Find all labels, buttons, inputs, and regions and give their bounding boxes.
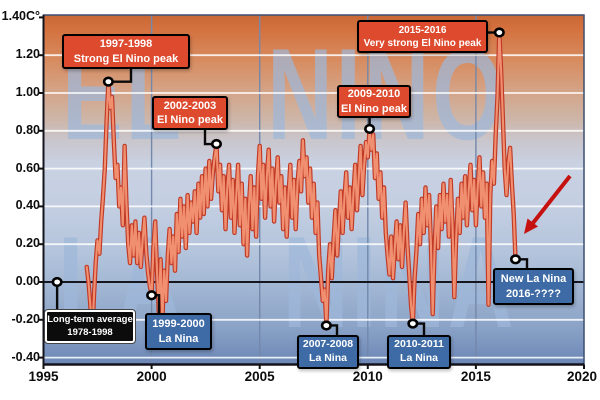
callout-elnino-1516: 2015-2016 Very strong El Nino peak [357, 20, 488, 53]
x-tick-label: 2000 [136, 369, 167, 384]
la-nina-arrow-icon [531, 174, 572, 225]
data-point-marker [210, 138, 222, 150]
x-tick-label: 2005 [244, 369, 275, 384]
y-tick-label: 0.20 [15, 236, 40, 251]
callout-line-1: 2002-2003 [163, 99, 217, 112]
y-tick-label: 0.40 [15, 198, 40, 213]
x-tick-label: 1995 [28, 369, 59, 384]
callout-elnino-9798: 1997-1998 Strong El Nino peak [62, 34, 190, 69]
y-tick-label: 0.60 [15, 160, 40, 175]
callout-line-1: 2009-2010 [347, 88, 401, 101]
y-tick-label: 0.80 [15, 122, 40, 137]
data-point-marker [51, 276, 63, 288]
callout-line-2: Strong El Nino peak [73, 52, 179, 65]
data-point-marker [146, 290, 158, 301]
callout-line-2: 2016-???? [505, 287, 561, 300]
x-tick-label: 2010 [352, 369, 383, 384]
callout-connector [108, 69, 133, 83]
y-tick-label: 0.00 [15, 274, 40, 288]
y-tick-label: 1.00 [15, 85, 40, 99]
y-tick-label: 1.20 [15, 47, 40, 62]
x-tick-label: 2020 [566, 369, 598, 384]
callout-line-2: La Nina [309, 352, 347, 364]
callout-elnino-0203: 2002-2003 El Nino peak [152, 96, 228, 130]
la-nina-arrowhead-icon [524, 218, 538, 234]
callout-lanina-9900: 1999-2000 La Nina [145, 313, 212, 350]
callout-line-1: New La Nina [500, 273, 567, 286]
callout-line-1: Long-term average [47, 314, 133, 326]
callout-line-1: 1999-2000 [152, 318, 205, 331]
callout-lanina-1011: 2010-2011 La Nina [387, 335, 451, 369]
callout-lanina-new: New La Nina 2016-???? [493, 268, 574, 305]
callout-line-2: El Nino peak [156, 114, 224, 126]
data-point-marker [510, 254, 522, 265]
data-point-marker [102, 76, 114, 87]
x-tick-label: 2015 [460, 369, 491, 384]
callout-line-2: Very strong El Nino peak [363, 37, 482, 49]
y-tick-label: -0.20 [11, 311, 41, 326]
callout-line-1: 2010-2011 [394, 338, 444, 351]
callout-elnino-0910: 2009-2010 El Nino peak [337, 85, 411, 118]
callout-line-2: La Nina [400, 352, 438, 364]
callout-line-2: El Nino peak [340, 102, 408, 115]
callout-lanina-0708: 2007-2008 La Nina [297, 335, 359, 369]
y-tick-label: -0.40 [11, 349, 41, 364]
data-point-marker [493, 27, 505, 38]
callout-avg-baseline: Long-term average 1978-1998 [45, 310, 135, 343]
y-tick-label: 1.40C° [1, 9, 40, 24]
callout-line-1: 1997-1998 [99, 38, 153, 51]
data-point-marker [320, 320, 332, 331]
callout-line-2: 1978-1998 [67, 326, 113, 338]
callout-line-1: 2007-2008 [302, 338, 354, 351]
callout-line-2: La Nina [158, 332, 199, 345]
data-point-marker [364, 123, 376, 135]
data-point-marker [407, 318, 419, 329]
callout-line-1: 2015-2016 [398, 24, 447, 36]
